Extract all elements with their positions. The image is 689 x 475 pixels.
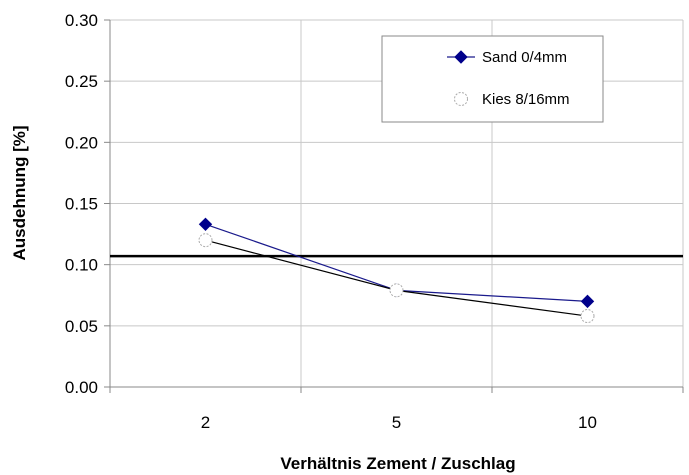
sand-data-point <box>580 294 595 309</box>
legend-label-sand: Sand 0/4mm <box>482 49 567 66</box>
kies-data-point <box>389 283 404 298</box>
x-tick-labels: 2 5 10 <box>201 413 597 432</box>
y-tick-label: 0.25 <box>65 72 98 91</box>
x-tick-label: 2 <box>201 413 210 432</box>
kies-data-point <box>580 309 595 324</box>
legend-marker-sand <box>454 50 468 64</box>
y-tick-label: 0.20 <box>65 133 98 152</box>
y-tick-label: 0.00 <box>65 378 98 397</box>
y-tick-label: 0.10 <box>65 256 98 275</box>
y-tick-label: 0.05 <box>65 317 98 336</box>
axes <box>104 19 684 393</box>
y-tick-label: 0.30 <box>65 11 98 30</box>
y-tick-labels: 0.00 0.05 0.10 0.15 0.20 0.25 0.30 <box>65 11 98 397</box>
x-tick-label: 5 <box>392 413 401 432</box>
legend: Sand 0/4mm Kies 8/16mm <box>381 35 604 123</box>
kies-data-point <box>198 233 213 248</box>
series-group <box>198 217 595 324</box>
x-tick-label: 10 <box>578 413 597 432</box>
y-axis-title: Ausdehnung [%] <box>10 125 29 260</box>
sand-data-point <box>198 217 213 232</box>
series-line-kies <box>205 239 588 317</box>
legend-marker-kies <box>454 92 468 106</box>
legend-label-kies: Kies 8/16mm <box>482 91 570 108</box>
x-axis-title: Verhältnis Zement / Zuschlag <box>280 454 515 473</box>
y-tick-label: 0.15 <box>65 195 98 214</box>
legend-box <box>381 35 604 123</box>
